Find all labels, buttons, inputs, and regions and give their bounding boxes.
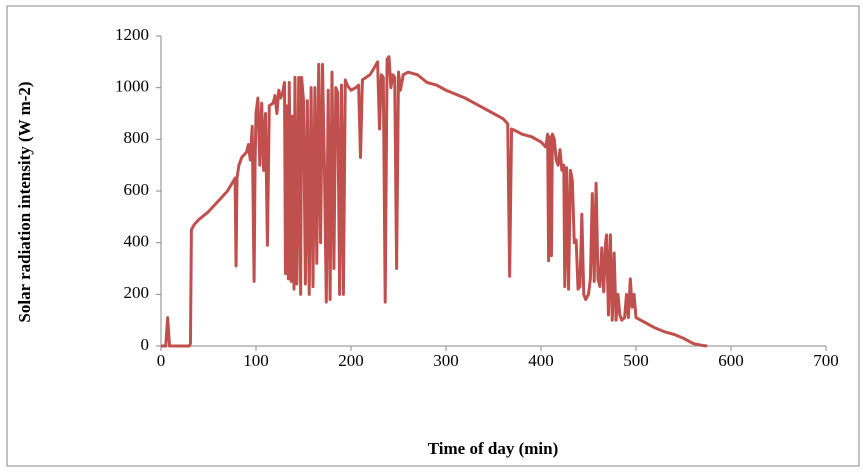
- x-axis-label: Time of day (min): [428, 439, 559, 458]
- x-tick-label: 0: [157, 351, 166, 370]
- x-tick-label: 600: [718, 351, 744, 370]
- x-tick-label: 100: [243, 351, 269, 370]
- y-tick-label: 600: [124, 180, 150, 199]
- x-tick-label: 400: [528, 351, 554, 370]
- x-tick-label: 300: [433, 351, 459, 370]
- x-tick-label: 200: [338, 351, 364, 370]
- y-tick-label: 1200: [115, 25, 149, 44]
- y-tick-label: 400: [124, 232, 150, 251]
- y-tick-label: 200: [124, 283, 150, 302]
- x-tick-label: 700: [813, 351, 839, 370]
- y-axis-label: Solar radiation intensity (W m-2): [15, 81, 34, 322]
- x-tick-label: 500: [623, 351, 649, 370]
- y-tick-label: 800: [124, 128, 150, 147]
- y-tick-label: 1000: [115, 77, 149, 96]
- series-line: [161, 55, 708, 348]
- y-tick-label: 0: [141, 335, 150, 354]
